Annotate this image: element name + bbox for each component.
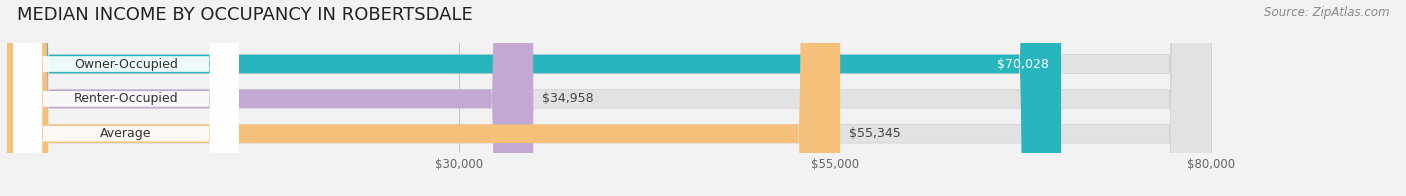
- FancyBboxPatch shape: [13, 0, 239, 196]
- FancyBboxPatch shape: [7, 0, 533, 196]
- Text: Owner-Occupied: Owner-Occupied: [75, 58, 179, 71]
- FancyBboxPatch shape: [7, 0, 1211, 196]
- Text: MEDIAN INCOME BY OCCUPANCY IN ROBERTSDALE: MEDIAN INCOME BY OCCUPANCY IN ROBERTSDAL…: [17, 6, 472, 24]
- Text: Average: Average: [100, 127, 152, 140]
- Text: Source: ZipAtlas.com: Source: ZipAtlas.com: [1264, 6, 1389, 19]
- FancyBboxPatch shape: [7, 0, 1062, 196]
- Text: $55,345: $55,345: [849, 127, 901, 140]
- Text: $70,028: $70,028: [997, 58, 1049, 71]
- FancyBboxPatch shape: [13, 0, 239, 196]
- FancyBboxPatch shape: [13, 0, 239, 196]
- FancyBboxPatch shape: [7, 0, 1211, 196]
- FancyBboxPatch shape: [7, 0, 1211, 196]
- Text: $34,958: $34,958: [543, 92, 593, 105]
- Text: Renter-Occupied: Renter-Occupied: [73, 92, 179, 105]
- FancyBboxPatch shape: [7, 0, 841, 196]
